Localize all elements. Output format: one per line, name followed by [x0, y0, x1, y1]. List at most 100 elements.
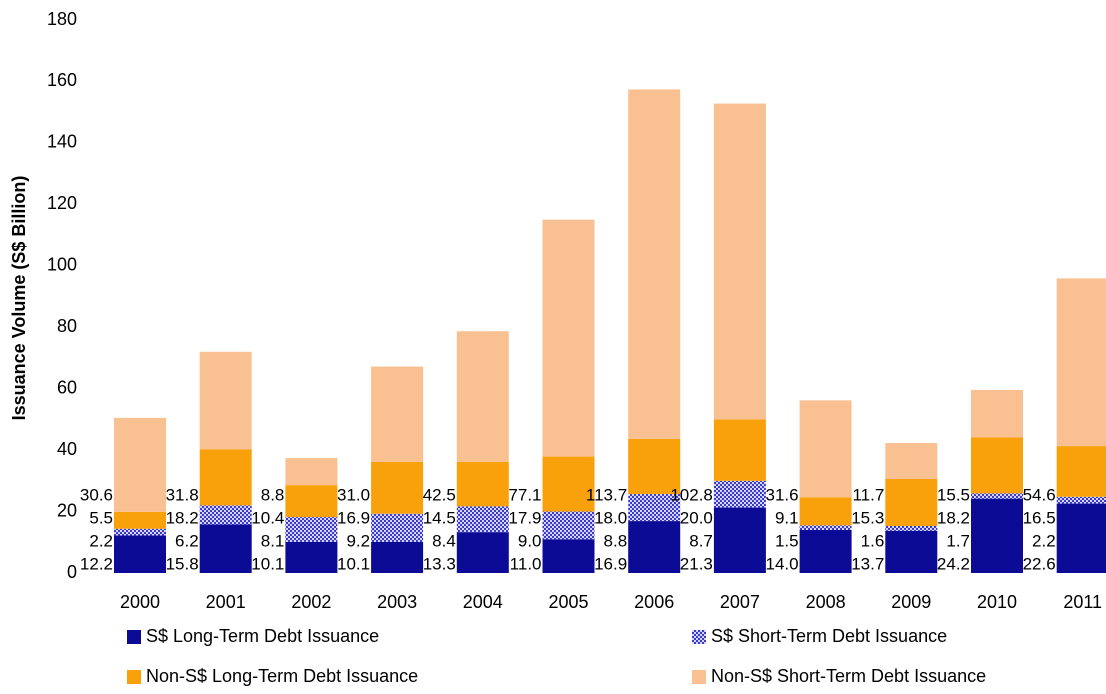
- legend-swatch: [692, 630, 706, 644]
- bar-segment: [885, 443, 938, 479]
- x-tick-label: 2009: [891, 592, 931, 612]
- bar-segment: [1056, 446, 1106, 497]
- bar-segment: [371, 513, 424, 542]
- data-label: 14.5: [423, 508, 456, 527]
- bar-segment: [628, 438, 681, 495]
- data-label: 113.7: [586, 485, 627, 504]
- x-tick-label: 2003: [377, 592, 417, 612]
- x-tick-label: 2001: [206, 592, 246, 612]
- data-label: 10.1: [337, 554, 370, 573]
- data-label: 1.7: [946, 531, 970, 550]
- legend-label: Non-S$ Short-Term Debt Issuance: [711, 666, 986, 686]
- y-tick-label: 40: [57, 439, 77, 459]
- x-tick-label: 2008: [806, 592, 846, 612]
- bar-segment: [285, 517, 338, 542]
- data-label: 15.3: [851, 508, 884, 527]
- data-label: 2.2: [1032, 531, 1056, 550]
- bar-segment: [971, 389, 1023, 438]
- data-label: 12.2: [80, 554, 113, 573]
- bar-segment: [371, 541, 424, 573]
- data-label: 9.0: [518, 531, 542, 550]
- data-label: 9.2: [346, 531, 370, 550]
- y-tick-label: 140: [47, 132, 77, 152]
- data-label: 14.0: [766, 554, 799, 573]
- bar-segment: [199, 449, 252, 506]
- bar-segment: [713, 103, 766, 420]
- data-label: 102.8: [670, 485, 713, 504]
- data-label: 42.5: [423, 485, 456, 504]
- y-tick-label: 180: [47, 9, 77, 29]
- data-label: 8.4: [432, 531, 456, 550]
- x-tick-label: 2005: [548, 592, 588, 612]
- data-label: 13.7: [851, 554, 884, 573]
- data-label: 18.2: [166, 508, 199, 527]
- y-tick-label: 100: [47, 255, 77, 275]
- data-label: 18.2: [937, 508, 970, 527]
- data-label: 8.8: [261, 485, 285, 504]
- bar-segment: [799, 497, 852, 526]
- bar-segment: [542, 511, 595, 540]
- bar-segment: [199, 524, 252, 573]
- data-label: 11.0: [510, 554, 542, 573]
- bar-segment: [285, 485, 338, 518]
- data-label: 10.1: [251, 554, 284, 573]
- data-label: 1.6: [861, 531, 885, 550]
- data-label: 8.8: [604, 531, 628, 550]
- bar-segment: [542, 219, 595, 457]
- bar-segment: [285, 458, 338, 486]
- bar-segment: [971, 437, 1023, 494]
- bar-segment: [1056, 503, 1106, 573]
- bar-segment: [713, 419, 766, 481]
- y-axis-title: Issuance Volume (S$ Billion): [9, 176, 29, 421]
- data-label: 16.9: [594, 554, 627, 573]
- data-label: 18.0: [594, 508, 627, 527]
- bar-segment: [971, 493, 1023, 499]
- data-label: 30.6: [80, 485, 113, 504]
- bar-segment: [628, 494, 681, 522]
- legend-swatch: [127, 670, 141, 684]
- bar-segment: [885, 530, 938, 573]
- bar-segment: [114, 535, 166, 573]
- data-label: 77.1: [508, 485, 541, 504]
- data-label: 16.5: [1023, 508, 1056, 527]
- legend-swatch: [692, 670, 706, 684]
- bar-segment: [285, 541, 338, 573]
- bar-segment: [114, 511, 166, 529]
- data-label: 8.1: [261, 531, 285, 550]
- legend-label: Non-S$ Long-Term Debt Issuance: [146, 666, 418, 686]
- data-label: 9.1: [775, 508, 799, 527]
- bar-segment: [885, 478, 938, 526]
- data-label: 15.5: [937, 485, 970, 504]
- data-label: 1.5: [775, 531, 799, 550]
- bar-segment: [542, 539, 595, 573]
- data-label: 31.8: [166, 485, 199, 504]
- bar-segment: [114, 417, 166, 512]
- data-label: 24.2: [937, 554, 970, 573]
- legend-swatch: [127, 630, 141, 644]
- bar-segment: [199, 351, 252, 450]
- bar-segment: [542, 456, 595, 512]
- data-label: 5.5: [89, 508, 113, 527]
- bar-segment: [1056, 278, 1106, 447]
- data-label: 15.8: [166, 554, 199, 573]
- bar-segment: [885, 525, 938, 531]
- data-label: 6.2: [175, 531, 199, 550]
- x-tick-label: 2011: [1063, 592, 1102, 612]
- data-label: 31.0: [337, 485, 370, 504]
- bar-segment: [456, 532, 509, 573]
- y-tick-label: 20: [57, 500, 77, 520]
- bar-segment: [713, 480, 766, 508]
- bar-segment: [371, 461, 424, 514]
- bar-segment: [114, 528, 166, 536]
- bar-segment: [799, 525, 852, 530]
- data-label: 20.0: [680, 508, 713, 527]
- y-tick-label: 80: [57, 316, 77, 336]
- x-tick-label: 2010: [977, 592, 1017, 612]
- y-tick-label: 120: [47, 193, 77, 213]
- bar-segment: [799, 400, 852, 498]
- data-label: 54.6: [1023, 485, 1056, 504]
- bar-segment: [456, 506, 509, 533]
- data-label: 13.3: [423, 554, 456, 573]
- legend-label: S$ Long-Term Debt Issuance: [146, 626, 379, 646]
- data-label: 10.4: [251, 508, 284, 527]
